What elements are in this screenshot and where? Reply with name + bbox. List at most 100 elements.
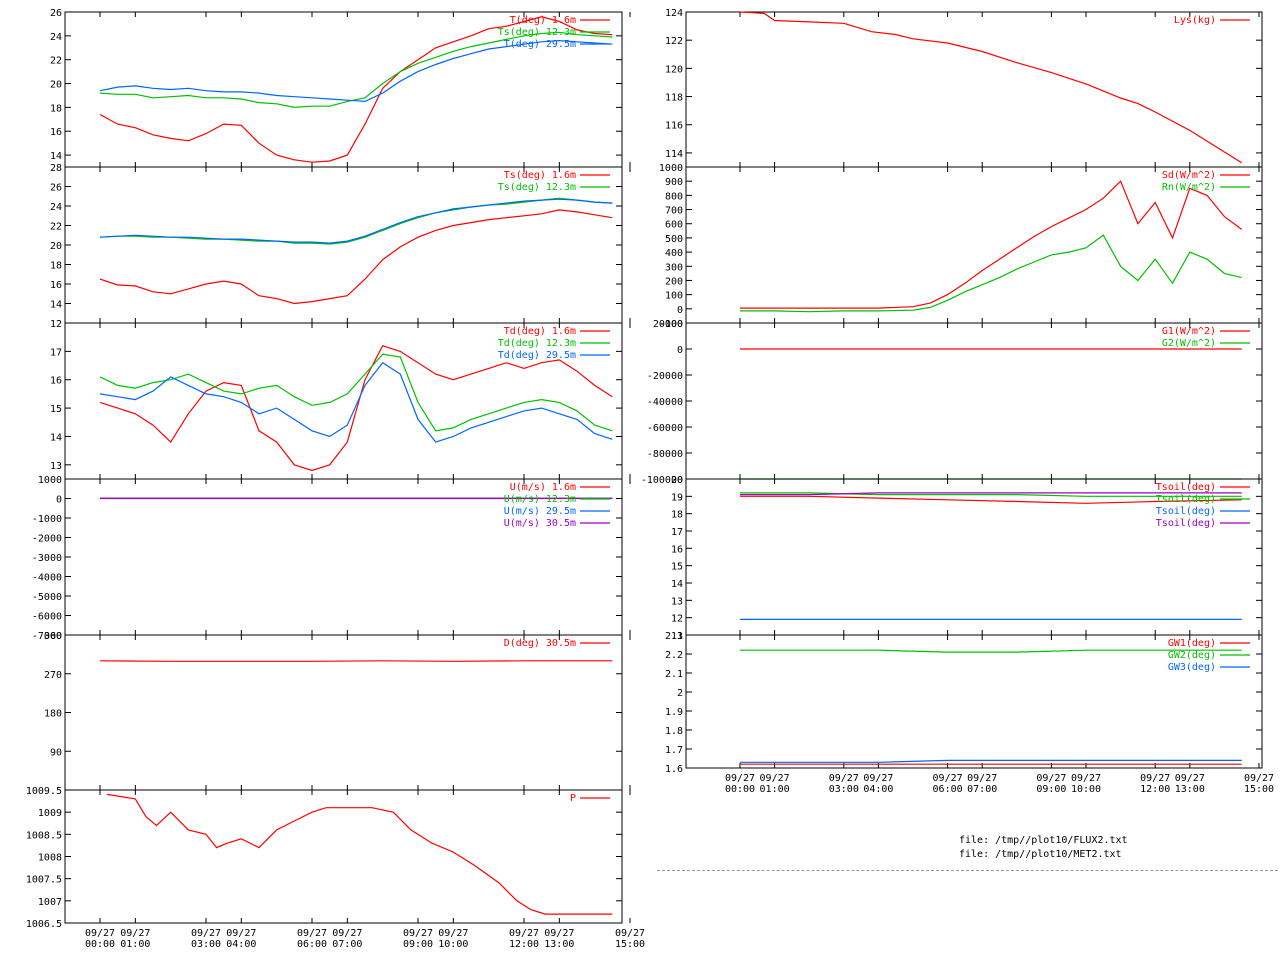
panel-frame — [64, 789, 623, 924]
y-tick-label: 600 — [665, 220, 683, 231]
x-tick-label-time: 06:00 — [297, 939, 327, 950]
x-tick-label-date: 09/27 — [403, 928, 433, 939]
y-tick-label: 24 — [50, 32, 62, 43]
legend-label-1: Tsoil(deg) — [1156, 482, 1216, 493]
y-tick-label: 700 — [665, 206, 683, 217]
y-tick-label: 1.8 — [665, 726, 683, 737]
y-tick-label: 300 — [665, 262, 683, 273]
panel-frame — [685, 634, 1263, 769]
y-tick-label: 22 — [50, 56, 62, 67]
y-tick-label: 1008.5 — [26, 830, 62, 841]
x-tick-label-date: 09/27 — [1071, 773, 1101, 784]
legend-label-3: T(deg) 29.5m — [504, 39, 576, 50]
y-tick-label: 1009 — [38, 808, 62, 819]
y-tick-label: -60000 — [647, 423, 683, 434]
chart-panel-6: 1006.5 1007 1007.5 1008 1008.5 1009 1009.5 09/2… — [26, 786, 645, 950]
y-tick-label: 28 — [50, 163, 62, 174]
y-tick-label: 124 — [665, 8, 683, 19]
x-tick-label-date: 09/27 — [226, 928, 256, 939]
x-tick-label-time: 00:00 — [725, 784, 755, 795]
y-tick-label: 800 — [665, 191, 683, 202]
legend-label-2: Tsoil(deg) — [1156, 494, 1216, 505]
chart-panel-7: 114 116 118 120 122 124 Lys(kg) — [665, 8, 1263, 168]
y-tick-label: 2 — [677, 688, 683, 699]
x-tick-label-time: 13:00 — [544, 939, 574, 950]
x-tick-label-time: 03:00 — [829, 784, 859, 795]
x-tick-label-time: 09:00 — [1036, 784, 1066, 795]
y-tick-label: 20000 — [653, 319, 683, 330]
y-tick-label: 2.3 — [665, 631, 683, 642]
legend-label-1: T(deg) 1.6m — [510, 15, 576, 26]
series-line-1 — [99, 16, 613, 163]
legend-label-4: Tsoil(deg) — [1156, 518, 1216, 529]
chart-panel-11: 1.61.71.81.922.12.22.309/2700:0009/2701:… — [665, 631, 1274, 795]
y-tick-label: -100 — [659, 319, 683, 330]
series-line-3 — [99, 198, 613, 244]
x-tick-label-time: 13:00 — [1175, 784, 1205, 795]
legend-label-2: Ts(deg) 12.3m — [498, 182, 576, 193]
y-tick-label: 90 — [50, 747, 62, 758]
y-tick-label: 14 — [50, 432, 62, 443]
x-tick-label-date: 09/27 — [120, 928, 150, 939]
y-tick-label: 17 — [671, 527, 683, 538]
y-tick-label: 0 — [56, 495, 62, 506]
y-tick-label: -2000 — [32, 534, 62, 545]
series-line-3 — [99, 361, 613, 443]
legend-label-3: Td(deg) 29.5m — [498, 350, 576, 361]
x-tick-label-date: 09/27 — [297, 928, 327, 939]
x-tick-label-date: 09/27 — [933, 773, 963, 784]
series-line-1 — [739, 11, 1243, 164]
chart-panel-8: -100 0 100 200 300 400 500 600 700 800 900 1000 Sd(W… — [659, 163, 1263, 330]
series-line-1 — [99, 660, 613, 662]
y-tick-label: 13 — [671, 596, 683, 607]
x-tick-label-time: 10:00 — [1071, 784, 1101, 795]
y-tick-label: 11 — [671, 631, 683, 642]
series-line-1 — [99, 344, 613, 472]
legend-label-1: Td(deg) 1.6m — [504, 326, 576, 337]
series-line-3 — [740, 759, 1242, 763]
y-tick-label: -100000 — [641, 475, 683, 486]
panel-frame — [685, 11, 1263, 168]
y-tick-label: 16 — [50, 376, 62, 387]
y-tick-label: 13 — [50, 461, 62, 472]
legend-label-1: Sd(W/m^2) — [1162, 170, 1216, 181]
x-tick-label-date: 09/27 — [1036, 773, 1066, 784]
series-line-1 — [107, 793, 613, 915]
x-tick-label-time: 03:00 — [191, 939, 221, 950]
y-tick-label: 1000 — [38, 475, 62, 486]
y-tick-label: 1007 — [38, 897, 62, 908]
x-tick-label-date: 09/27 — [1140, 773, 1170, 784]
y-tick-label: 16 — [671, 544, 683, 555]
y-tick-label: 0 — [677, 305, 683, 316]
y-tick-label: 18 — [50, 261, 62, 272]
y-tick-label: 0 — [677, 345, 683, 356]
y-tick-label: -5000 — [32, 592, 62, 603]
series-line-1 — [99, 209, 613, 305]
y-tick-label: 400 — [665, 248, 683, 259]
y-tick-label: 122 — [665, 36, 683, 47]
series-line-1 — [740, 180, 1243, 309]
y-tick-label: 18 — [671, 510, 683, 521]
y-tick-label: 26 — [50, 8, 62, 19]
legend-label-1: U(m/s) 1.6m — [510, 482, 576, 493]
x-tick-label-time: 00:00 — [85, 939, 115, 950]
legend-label-3: GW3(deg) — [1168, 662, 1216, 673]
legend-label-4: U(m/s) 30.5m — [504, 518, 576, 529]
y-tick-label: 1006.5 — [26, 919, 62, 930]
legend-label-1: Lys(kg) — [1174, 15, 1216, 26]
series-line-2 — [99, 353, 613, 432]
chart-panel-10: 11121314151617181920Tsoil(deg)Tsoil(deg)… — [671, 475, 1263, 642]
series-line-4 — [740, 492, 1242, 496]
y-tick-label: 500 — [665, 234, 683, 245]
y-tick-label: 26 — [50, 183, 62, 194]
y-tick-label: 116 — [665, 121, 683, 132]
legend-label-1: G1(W/m^2) — [1162, 326, 1216, 337]
x-tick-label-date: 09/27 — [1175, 773, 1205, 784]
y-tick-label: 100 — [665, 291, 683, 302]
y-tick-label: 118 — [665, 93, 683, 104]
x-tick-label-date: 09/27 — [1244, 773, 1274, 784]
y-tick-label: 270 — [44, 670, 62, 681]
legend-label-2: Rn(W/m^2) — [1162, 182, 1216, 193]
